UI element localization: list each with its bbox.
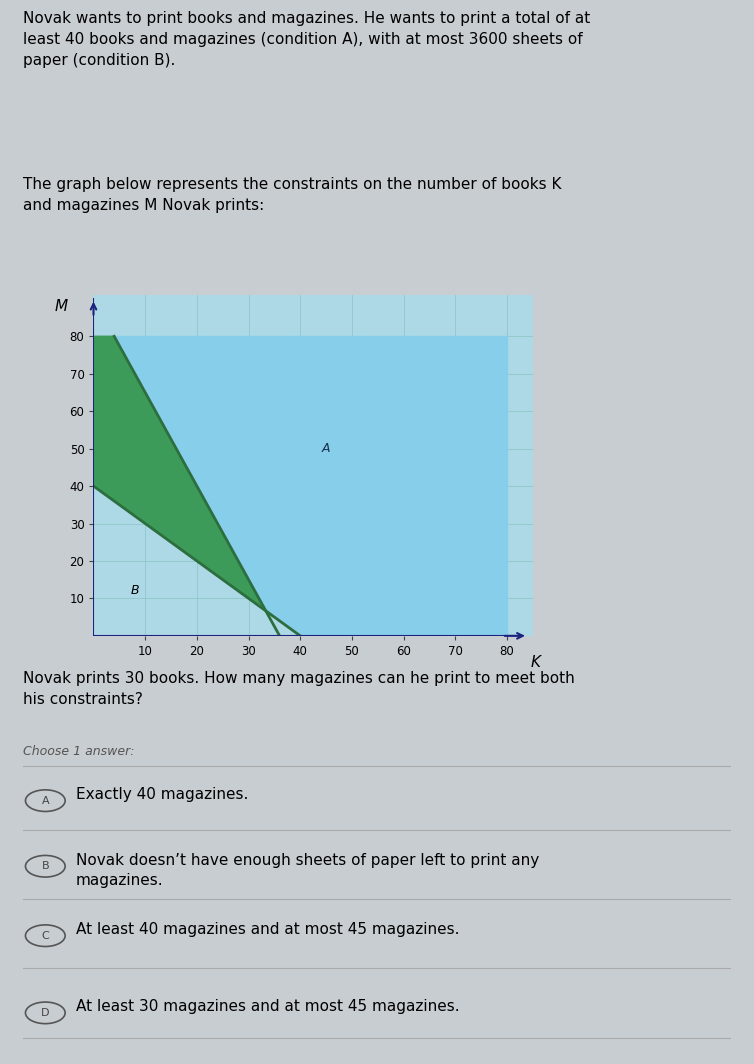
- Text: Novak prints 30 books. How many magazines can he print to meet both
his constrai: Novak prints 30 books. How many magazine…: [23, 671, 575, 708]
- Text: A: A: [41, 796, 49, 805]
- Text: Novak wants to print books and magazines. He wants to print a total of at
least : Novak wants to print books and magazines…: [23, 11, 590, 68]
- Text: D: D: [41, 1008, 50, 1018]
- Text: At least 30 magazines and at most 45 magazines.: At least 30 magazines and at most 45 mag…: [75, 999, 459, 1014]
- Text: Choose 1 answer:: Choose 1 answer:: [23, 745, 134, 758]
- Text: C: C: [41, 931, 49, 941]
- Text: Exactly 40 magazines.: Exactly 40 magazines.: [75, 787, 248, 802]
- Text: Novak doesn’t have enough sheets of paper left to print any
magazines.: Novak doesn’t have enough sheets of pape…: [75, 852, 539, 887]
- Text: B: B: [41, 861, 49, 871]
- Text: The graph below represents the constraints on the number of books K
and magazine: The graph below represents the constrain…: [23, 178, 561, 214]
- Text: At least 40 magazines and at most 45 magazines.: At least 40 magazines and at most 45 mag…: [75, 922, 459, 937]
